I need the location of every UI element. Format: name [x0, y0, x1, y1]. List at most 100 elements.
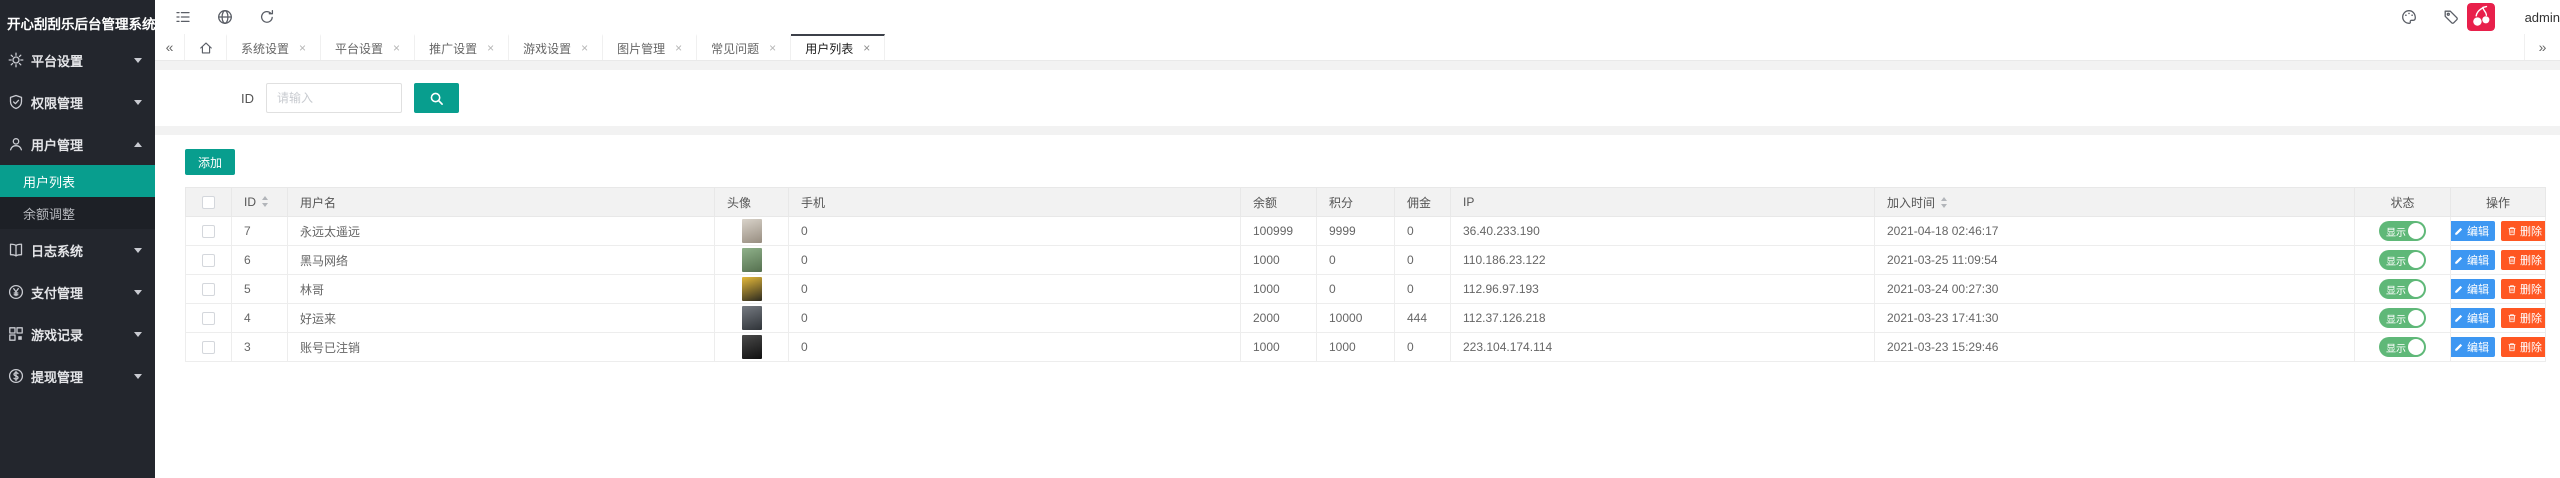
tab-close-icon[interactable]: × — [299, 41, 307, 55]
column-header-join-time[interactable]: 加入时间 — [1874, 187, 2355, 217]
sidebar-item-game-records[interactable]: 游戏记录 — [0, 313, 155, 355]
palette-icon[interactable] — [2401, 9, 2417, 25]
column-header-commission: 佣金 — [1394, 187, 1451, 217]
status-toggle[interactable]: 显示 — [2379, 250, 2426, 270]
status-toggle[interactable]: 显示 — [2379, 221, 2426, 241]
delete-button[interactable]: 删除 — [2501, 337, 2545, 357]
row-checkbox[interactable] — [202, 341, 215, 355]
delete-button-label: 删除 — [2520, 284, 2542, 296]
shield-check-icon — [8, 94, 24, 110]
sidebar-nav: 平台设置 权限管理 用户管理用户列表余额调整日志系统支付管理游戏记录提现管理 — [0, 39, 155, 397]
sidebar-item-user-list[interactable]: 用户列表 — [0, 165, 155, 197]
tab-user-list[interactable]: 用户列表 × — [791, 34, 886, 60]
select-all-checkbox[interactable] — [202, 196, 215, 210]
operations-group: 编辑 删除 — [2451, 308, 2545, 328]
tab-close-icon[interactable]: × — [675, 41, 683, 55]
edit-button[interactable]: 编辑 — [2451, 308, 2495, 328]
tabs-scroll-right-icon[interactable]: » — [2524, 34, 2560, 60]
tab-label: 图片管理 — [617, 41, 666, 56]
tab-label: 常见问题 — [711, 41, 760, 56]
tab-bar: « 系统设置 × 平台设置 × 推广设置 × 游戏设置 × 图片管理 × 常见问题 × 用户列表 × » — [155, 34, 2560, 61]
row-checkbox[interactable] — [202, 312, 215, 326]
tabs-scroll-left-icon[interactable]: « — [155, 34, 185, 60]
edit-button[interactable]: 编辑 — [2451, 250, 2495, 270]
sidebar-item-label: 支付管理 — [31, 285, 84, 301]
gear-icon — [8, 52, 24, 68]
sidebar-item-platform-settings[interactable]: 平台设置 — [0, 39, 155, 81]
delete-button-label: 删除 — [2520, 226, 2542, 238]
username[interactable]: admin — [2524, 9, 2560, 25]
status-toggle[interactable]: 显示 — [2379, 308, 2426, 328]
delete-button[interactable]: 删除 — [2501, 308, 2545, 328]
column-header-operations: 操作 — [2450, 187, 2546, 217]
column-header-status: 状态 — [2354, 187, 2451, 217]
row-checkbox[interactable] — [202, 283, 215, 297]
edit-button[interactable]: 编辑 — [2451, 337, 2495, 357]
table-row: 3 账号已注销 0 1000 1000 0 223.104.174.114 2021-03-2… — [185, 332, 2546, 362]
trash-icon — [2507, 342, 2517, 352]
sort-icon[interactable] — [1940, 196, 1948, 211]
row-checkbox[interactable] — [202, 225, 215, 239]
edit-button[interactable]: 编辑 — [2451, 279, 2495, 299]
search-id-input[interactable] — [266, 83, 402, 113]
sidebar-item-log-system[interactable]: 日志系统 — [0, 229, 155, 271]
delete-button[interactable]: 删除 — [2501, 221, 2545, 241]
delete-button-label: 删除 — [2520, 313, 2542, 325]
cell-points: 1000 — [1316, 332, 1395, 362]
delete-button[interactable]: 删除 — [2501, 279, 2545, 299]
sidebar-item-label: 日志系统 — [31, 243, 84, 259]
globe-icon[interactable] — [217, 9, 233, 25]
tab-close-icon[interactable]: × — [393, 41, 401, 55]
tab-close-icon[interactable]: × — [581, 41, 589, 55]
user-avatar[interactable] — [2466, 3, 2495, 31]
tab-label: 游戏设置 — [523, 41, 572, 56]
tab-platform-settings[interactable]: 平台设置 × — [321, 34, 416, 60]
cell-avatar — [714, 303, 789, 333]
operations-group: 编辑 删除 — [2451, 250, 2545, 270]
search-icon — [429, 91, 444, 106]
sidebar-item-user-management[interactable]: 用户管理 — [0, 123, 155, 165]
cell-avatar — [714, 216, 789, 246]
tab-faq[interactable]: 常见问题 × — [697, 34, 792, 60]
cell-status: 显示 — [2354, 303, 2451, 333]
tab-close-icon[interactable]: × — [769, 41, 777, 55]
sidebar-item-balance-adjust[interactable]: 余额调整 — [0, 197, 155, 229]
cell-join-time: 2021-04-18 02:46:17 — [1874, 216, 2355, 246]
add-button[interactable]: 添加 — [185, 149, 236, 175]
trash-icon — [2507, 313, 2517, 323]
sidebar-item-label: 提现管理 — [31, 369, 84, 385]
chevron-down-icon — [134, 289, 142, 295]
sidebar-item-payment-management[interactable]: 支付管理 — [0, 271, 155, 313]
cell-join-time: 2021-03-23 17:41:30 — [1874, 303, 2355, 333]
tab-promo-settings[interactable]: 推广设置 × — [415, 34, 510, 60]
cell-commission: 444 — [1394, 303, 1451, 333]
tag-icon[interactable] — [2443, 9, 2459, 25]
sort-icon[interactable] — [261, 195, 269, 210]
tab-home[interactable] — [185, 34, 227, 60]
tab-close-icon[interactable]: × — [863, 41, 871, 55]
operations-group: 编辑 删除 — [2451, 221, 2545, 241]
status-toggle[interactable]: 显示 — [2379, 337, 2426, 357]
refresh-icon[interactable] — [259, 9, 275, 25]
cell-avatar — [714, 274, 789, 304]
column-header-id[interactable]: ID — [231, 187, 288, 217]
delete-button[interactable]: 删除 — [2501, 250, 2545, 270]
tab-image-management[interactable]: 图片管理 × — [603, 34, 698, 60]
sidebar-item-withdraw-management[interactable]: 提现管理 — [0, 355, 155, 397]
column-header-label: 用户名 — [300, 195, 337, 210]
table-panel: 添加 ID 用户名 头像 手机 余额 积分 佣金 IP 加入时间 状态 操作 7 永远太遥远 0 1009… — [155, 135, 2560, 478]
tab-game-settings[interactable]: 游戏设置 × — [509, 34, 604, 60]
row-checkbox[interactable] — [202, 254, 215, 268]
cell-username: 黑马网络 — [287, 245, 715, 275]
search-button[interactable] — [414, 83, 459, 113]
tab-system-settings[interactable]: 系统设置 × — [227, 34, 322, 60]
cell-points: 10000 — [1316, 303, 1395, 333]
status-toggle[interactable]: 显示 — [2379, 279, 2426, 299]
user-icon — [8, 136, 24, 152]
edit-button[interactable]: 编辑 — [2451, 221, 2495, 241]
sidebar-subitem-label: 用户列表 — [23, 174, 76, 190]
sidebar-item-permission-management[interactable]: 权限管理 — [0, 81, 155, 123]
menu-fold-icon[interactable] — [175, 9, 191, 25]
table-body: 7 永远太遥远 0 100999 9999 0 36.40.233.190 2021-04-1… — [185, 216, 2546, 362]
tab-close-icon[interactable]: × — [487, 41, 495, 55]
